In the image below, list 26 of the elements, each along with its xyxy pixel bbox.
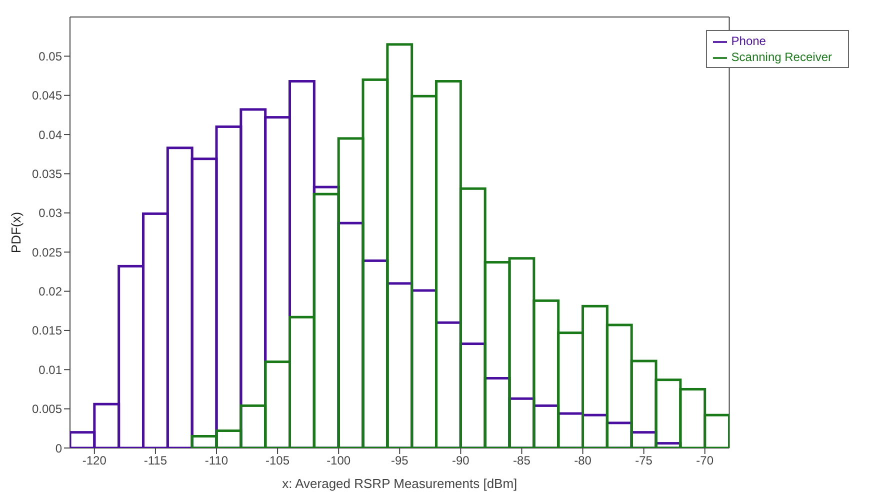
y-tick-label: 0.045	[32, 88, 62, 103]
y-tick-label: 0.02	[38, 284, 62, 299]
y-tick-label: 0.01	[38, 362, 62, 377]
x-tick-label: -95	[390, 454, 409, 468]
y-tick-label: 0.04	[38, 128, 62, 142]
x-axis-title: x: Averaged RSRP Measurements [dBm]	[282, 476, 518, 491]
legend-label: Phone	[731, 34, 766, 48]
x-tick-label: -110	[204, 454, 228, 468]
y-tick-label: 0.05	[38, 49, 62, 64]
legend-label: Scanning Receiver	[731, 50, 832, 64]
y-tick-label: 0.035	[32, 166, 62, 181]
y-tick-label: 0.03	[38, 206, 62, 220]
x-tick-label: -100	[326, 454, 351, 468]
x-tick-label: -80	[574, 454, 592, 468]
x-tick-label: -115	[144, 454, 168, 468]
y-axis-title: PDF(x)	[8, 212, 24, 254]
x-tick-label: -85	[513, 454, 531, 468]
x-tick-label: -90	[452, 454, 470, 468]
y-tick-label: 0.025	[32, 245, 62, 260]
y-tick-label: 0	[55, 441, 62, 456]
x-tick-label: -105	[266, 454, 290, 468]
x-tick-label: -120	[82, 454, 107, 468]
y-tick-label: 0.005	[32, 402, 62, 416]
x-tick-label: -70	[696, 454, 714, 468]
x-tick-label: -75	[635, 454, 653, 468]
y-tick-label: 0.015	[32, 324, 62, 338]
